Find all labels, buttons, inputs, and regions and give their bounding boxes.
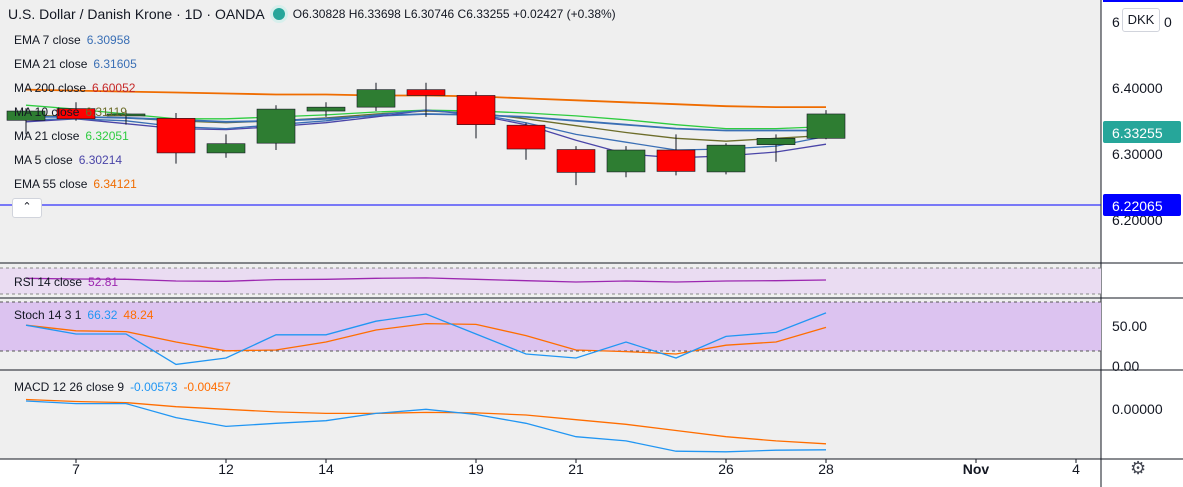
macd-signal-value: -0.00457 [183, 380, 231, 394]
stoch-legend[interactable]: Stoch 14 3 1 66.32 48.24 [14, 308, 153, 322]
stoch-tick: 50.00 [1112, 318, 1147, 334]
indicator-ema7[interactable]: EMA 7 close 6.30958 [14, 33, 137, 57]
stoch-tick: 0.00 [1112, 358, 1139, 374]
indicator-value: 6.60052 [92, 81, 136, 95]
indicator-ema55[interactable]: EMA 55 close 6.34121 [14, 177, 137, 201]
indicator-value: 6.31605 [93, 57, 137, 71]
indicator-ma200[interactable]: MA 200 close 6.60052 [14, 81, 137, 105]
time-tick: 19 [468, 461, 484, 477]
stoch-label: Stoch 14 3 1 [14, 308, 82, 322]
candle[interactable] [6, 110, 46, 121]
time-tick: 28 [818, 461, 834, 477]
collapse-legend-button[interactable]: ⌃ [12, 198, 42, 218]
candle[interactable] [706, 144, 746, 173]
current-price-badge [1103, 121, 1181, 143]
candle[interactable] [256, 108, 296, 144]
macd-tick: 0.00000 [1112, 401, 1163, 417]
stoch-k-line [25, 312, 827, 366]
candle[interactable] [756, 138, 796, 145]
stoch-k-value: 66.32 [87, 308, 118, 322]
time-tick: 21 [568, 461, 584, 477]
chevron-up-icon: ⌃ [22, 201, 32, 213]
price-tick: 6.30000 [1112, 146, 1163, 162]
stoch-band [0, 302, 1101, 351]
rsi-line [25, 277, 827, 283]
indicator-value: 6.30214 [78, 153, 123, 167]
ohlc-values: O6.30828 H6.33698 L6.30746 C6.33255 +0.0… [292, 7, 616, 21]
gear-icon[interactable]: ⚙ [1130, 458, 1147, 478]
candle[interactable] [56, 108, 96, 120]
rsi-label: RSI 14 close [14, 275, 83, 289]
indicator-label: EMA 7 close [14, 33, 81, 47]
candle[interactable] [456, 95, 496, 125]
indicator-label: EMA 21 close [14, 57, 88, 71]
rsi-value: 52.81 [88, 275, 119, 289]
price-tick: 6.40000 [1112, 80, 1163, 96]
macd-line [25, 400, 827, 453]
indicator-label: MA 10 close [14, 105, 80, 119]
time-tick: Nov [963, 461, 990, 477]
indicator-ma5[interactable]: MA 5 close 6.30214 [14, 153, 137, 177]
indicator-label: MA 200 close [14, 81, 87, 95]
indicator-label: MA 21 close [14, 129, 80, 143]
candle[interactable] [356, 89, 396, 108]
symbol-title[interactable]: U.S. Dollar / Danish Krone · 1D · OANDA [8, 6, 265, 22]
candle[interactable] [206, 143, 246, 154]
macd-label: MACD 12 26 close 9 [14, 380, 125, 394]
candle[interactable] [406, 89, 446, 96]
line-price-label: 6.22065 [1112, 198, 1163, 214]
indicator-value: 6.31119 [85, 105, 127, 119]
candle[interactable] [106, 113, 146, 117]
indicator-legend: EMA 7 close 6.30958 EMA 21 close 6.31605 M… [14, 33, 137, 201]
time-tick: 7 [72, 461, 80, 477]
time-tick: 4 [1072, 461, 1080, 477]
indicator-label: MA 5 close [14, 153, 73, 167]
candle[interactable] [606, 149, 646, 173]
indicator-label: EMA 55 close [14, 177, 88, 191]
macd-signal-line [25, 398, 827, 445]
stoch-d-value: 48.24 [123, 308, 154, 322]
candle[interactable] [806, 113, 846, 139]
market-status-icon [272, 8, 285, 20]
price-tick-top-fragment: 0 [1164, 14, 1172, 30]
price-axis-background [1101, 0, 1183, 459]
price-tick-top: 6 [1112, 14, 1120, 30]
time-axis-background [0, 459, 1183, 487]
macd-legend[interactable]: MACD 12 26 close 9 -0.00573 -0.00457 [14, 380, 231, 394]
currency-button[interactable]: DKK [1122, 8, 1160, 32]
line-price-badge [1103, 194, 1181, 216]
time-tick: 26 [718, 461, 734, 477]
symbol-legend[interactable]: U.S. Dollar / Danish Krone · 1D · OANDA … [8, 6, 616, 22]
candle[interactable] [556, 149, 596, 173]
indicator-value: 6.34121 [93, 177, 137, 191]
candle[interactable] [656, 149, 696, 172]
candle[interactable] [156, 118, 196, 154]
rsi-legend[interactable]: RSI 14 close 52.81 [14, 275, 118, 289]
candle[interactable] [506, 124, 546, 150]
indicator-ma10[interactable]: MA 10 close 6.31119 [14, 105, 137, 129]
time-tick: 14 [318, 461, 334, 477]
indicator-ma21[interactable]: MA 21 close 6.32051 [14, 129, 137, 153]
macd-value: -0.00573 [130, 380, 178, 394]
indicator-ema21[interactable]: EMA 21 close 6.31605 [14, 57, 137, 81]
current-price-label: 6.33255 [1112, 125, 1163, 141]
time-tick: 12 [218, 461, 234, 477]
indicator-value: 6.32051 [85, 129, 129, 143]
chart-background [0, 0, 1101, 459]
candle[interactable] [306, 106, 346, 112]
indicator-value: 6.30958 [86, 33, 131, 47]
